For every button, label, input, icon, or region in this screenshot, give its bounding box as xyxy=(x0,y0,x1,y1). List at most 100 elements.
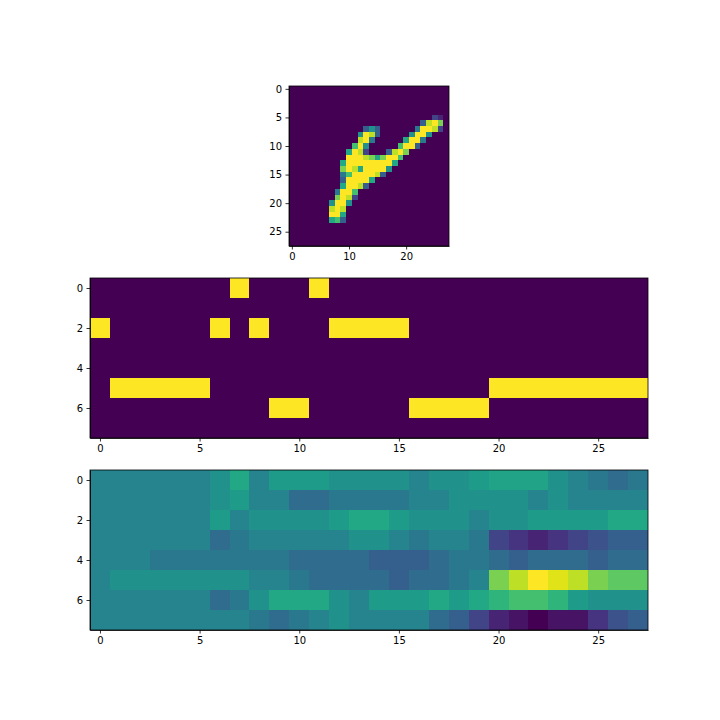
tick-mark xyxy=(87,288,91,289)
heatmap-cell xyxy=(380,229,386,235)
heatmap-cell xyxy=(363,212,369,218)
heatmap-cell xyxy=(306,217,312,223)
heatmap-cell xyxy=(190,338,210,358)
heatmap-cell xyxy=(312,172,318,178)
heatmap-cell xyxy=(443,166,449,172)
heatmap-cell xyxy=(432,217,438,223)
heatmap-cell xyxy=(190,610,210,630)
heatmap-cell xyxy=(150,490,170,510)
heatmap-cell xyxy=(190,510,210,530)
tick: 6 xyxy=(77,595,90,606)
heatmap-cell xyxy=(375,183,381,189)
heatmap-cell xyxy=(363,177,369,183)
heatmap-cell xyxy=(392,115,398,121)
heatmap-cell xyxy=(420,177,426,183)
heatmap-cell xyxy=(409,398,429,418)
heatmap-cell xyxy=(289,172,295,178)
heatmap-cell xyxy=(469,470,489,490)
heatmap-cell xyxy=(469,418,489,438)
heatmap-cell xyxy=(403,206,409,212)
heatmap-cell xyxy=(568,338,588,358)
heatmap-cell xyxy=(323,200,329,206)
heatmap-cell xyxy=(110,490,130,510)
heatmap-cell xyxy=(349,318,369,338)
heatmap-cell xyxy=(318,115,324,121)
heatmap-cell xyxy=(438,120,444,126)
heatmap-cell xyxy=(352,97,358,103)
heatmap-cell xyxy=(300,160,306,166)
heatmap-cell xyxy=(312,103,318,109)
heatmap-cell xyxy=(335,160,341,166)
heatmap-cell xyxy=(295,92,301,98)
heatmap-cell xyxy=(398,206,404,212)
heatmap-cell xyxy=(358,206,364,212)
heatmap-cell xyxy=(110,278,130,298)
heatmap-cell xyxy=(349,510,369,530)
heatmap-cell xyxy=(289,229,295,235)
heatmap-cell xyxy=(628,510,648,530)
heatmap-cell xyxy=(335,195,341,201)
heatmap-cell xyxy=(170,398,190,418)
tick-label: 15 xyxy=(269,169,282,180)
tick-label: 10 xyxy=(269,141,282,152)
heatmap-cell xyxy=(426,206,432,212)
heatmap-cell xyxy=(90,338,110,358)
heatmap-cell xyxy=(398,223,404,229)
heatmap-cell xyxy=(398,97,404,103)
heatmap-cell xyxy=(386,212,392,218)
heatmap-cell xyxy=(438,189,444,195)
heatmap-cell xyxy=(90,278,110,298)
heatmap-cell xyxy=(443,206,449,212)
heatmap-cell xyxy=(369,172,375,178)
heatmap-cell xyxy=(340,189,346,195)
heatmap-cell xyxy=(340,172,346,178)
heatmap-cell xyxy=(335,229,341,235)
heatmap-cell xyxy=(363,137,369,143)
heatmap-cell xyxy=(230,530,250,550)
heatmap-cell xyxy=(420,103,426,109)
heatmap-cell xyxy=(358,120,364,126)
heatmap-cell xyxy=(210,278,230,298)
heatmap-cell xyxy=(363,103,369,109)
heatmap-cell xyxy=(358,126,364,132)
heatmap-cell xyxy=(548,570,568,590)
heatmap-cell xyxy=(392,97,398,103)
heatmap-cell xyxy=(568,318,588,338)
heatmap-cell xyxy=(346,235,352,241)
heatmap-cell xyxy=(409,132,415,138)
heatmap-cell xyxy=(389,338,409,358)
heatmap-cell xyxy=(426,189,432,195)
heatmap-cell xyxy=(210,490,230,510)
heatmap-cell xyxy=(329,510,349,530)
heatmap-cell xyxy=(469,278,489,298)
heatmap-cell xyxy=(289,510,309,530)
heatmap-cell xyxy=(312,183,318,189)
heatmap-cell xyxy=(335,126,341,132)
heatmap-cell xyxy=(312,229,318,235)
heatmap-cell xyxy=(150,470,170,490)
heatmap-cell xyxy=(295,195,301,201)
heatmap-cell xyxy=(369,189,375,195)
heatmap-cell xyxy=(295,229,301,235)
heatmap-cell xyxy=(426,86,432,92)
heatmap-cell xyxy=(449,550,469,570)
heatmap-cell xyxy=(289,235,295,241)
heatmap-cell xyxy=(509,318,529,338)
heatmap-cell xyxy=(289,298,309,318)
heatmap-cell xyxy=(170,338,190,358)
heatmap-cell xyxy=(352,103,358,109)
heatmap-cell xyxy=(318,166,324,172)
heatmap-cell xyxy=(403,200,409,206)
panel: 05101520250246 xyxy=(77,278,649,454)
heatmap-cell xyxy=(130,298,150,318)
heatmap-cell xyxy=(312,200,318,206)
heatmap-cell xyxy=(289,126,295,132)
heatmap-cell xyxy=(369,610,389,630)
heatmap-cell xyxy=(335,92,341,98)
heatmap-cell xyxy=(300,166,306,172)
heatmap-cell xyxy=(230,278,250,298)
heatmap-cell xyxy=(210,378,230,398)
heatmap-cell xyxy=(409,86,415,92)
heatmap-cell xyxy=(415,137,421,143)
heatmap-cell xyxy=(469,490,489,510)
